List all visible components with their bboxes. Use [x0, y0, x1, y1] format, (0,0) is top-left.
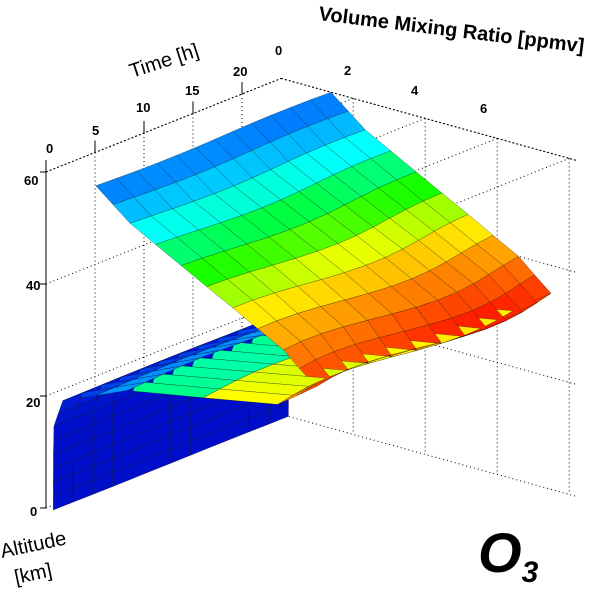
- vmr-axis-line: [281, 77, 577, 161]
- altitude-axis-label: Altitude: [0, 527, 68, 562]
- vmr-tick: 6: [480, 101, 487, 116]
- time-axis-label: Time [h]: [127, 40, 202, 83]
- time-tick: 15: [185, 83, 199, 98]
- altitude-tick: 40: [26, 278, 40, 293]
- vmr-tick: 4: [411, 83, 419, 98]
- altitude-axis-label-unit: [km]: [12, 560, 54, 589]
- vmr-tick: 0: [275, 43, 282, 58]
- tick-labels: 0 5 10 15 20 0 2 4 6 60 40 20 0: [24, 43, 487, 519]
- time-tick: 5: [92, 123, 99, 138]
- surface: [52, 91, 552, 511]
- altitude-tick: 20: [26, 395, 40, 410]
- vmr-tick: 2: [344, 63, 351, 78]
- altitude-tick: 0: [30, 504, 37, 519]
- species-label: O3: [478, 521, 539, 589]
- vmr-axis-label: Volume Mixing Ratio [ppmv]: [317, 3, 585, 57]
- altitude-grid-line: [281, 413, 577, 497]
- surface-cell: [95, 178, 135, 205]
- surface-cell: [53, 418, 74, 441]
- altitude-tick: 60: [24, 173, 38, 188]
- time-tick: 0: [46, 141, 53, 156]
- time-tick: 20: [233, 64, 247, 79]
- time-tick: 10: [136, 100, 150, 115]
